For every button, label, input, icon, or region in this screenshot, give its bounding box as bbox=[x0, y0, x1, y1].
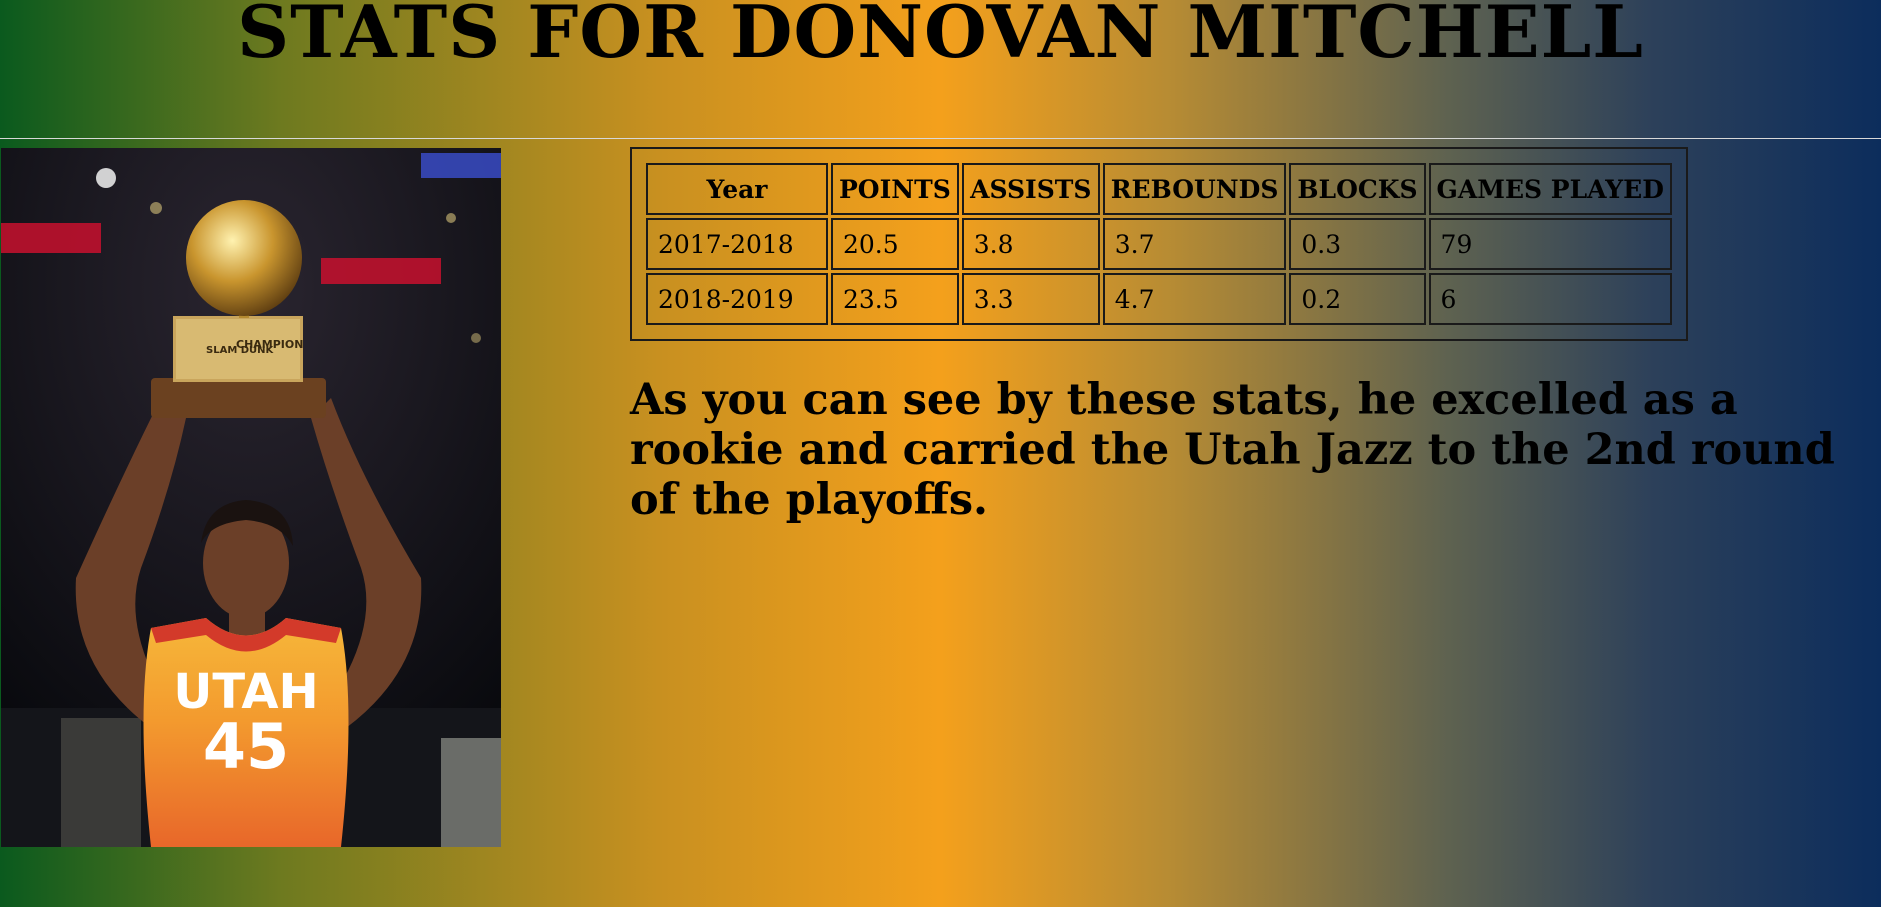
header-assists: ASSISTS bbox=[961, 163, 1100, 215]
header-rebounds: REBOUNDS bbox=[1102, 163, 1287, 215]
cell-year: 2017-2018 bbox=[646, 218, 828, 270]
stats-table-header-row: Year POINTS ASSISTS REBOUNDS BLOCKS GAME… bbox=[646, 163, 1672, 215]
stats-summary-paragraph: As you can see by these stats, he excell… bbox=[630, 375, 1835, 525]
cell-points: 23.5 bbox=[831, 273, 959, 325]
trophy-plaque-label: CHAMPION bbox=[236, 338, 303, 351]
jersey-team-text: UTAH bbox=[173, 664, 318, 720]
table-row: 2018-2019 23.5 3.3 4.7 0.2 6 bbox=[646, 273, 1672, 325]
cell-rebounds: 4.7 bbox=[1102, 273, 1287, 325]
header-points: POINTS bbox=[831, 163, 959, 215]
table-row: 2017-2018 20.5 3.8 3.7 0.3 79 bbox=[646, 218, 1672, 270]
page-title: STATS FOR DONOVAN MITCHELL bbox=[237, 0, 1644, 74]
cell-rebounds: 3.7 bbox=[1102, 218, 1287, 270]
cell-games-played: 79 bbox=[1428, 218, 1672, 270]
cell-assists: 3.8 bbox=[961, 218, 1100, 270]
stats-table: Year POINTS ASSISTS REBOUNDS BLOCKS GAME… bbox=[643, 160, 1675, 328]
header-year: Year bbox=[646, 163, 828, 215]
cell-blocks: 0.3 bbox=[1289, 218, 1426, 270]
player-photo: SLAM DUNK CHAMPION UTAH 45 bbox=[1, 148, 501, 847]
cell-points: 20.5 bbox=[831, 218, 959, 270]
cell-year: 2018-2019 bbox=[646, 273, 828, 325]
trophy-plaque-event: SLAM DUNK bbox=[206, 345, 275, 356]
jersey-number-text: 45 bbox=[203, 710, 289, 783]
cell-assists: 3.3 bbox=[961, 273, 1100, 325]
cell-blocks: 0.2 bbox=[1289, 273, 1426, 325]
cell-games-played: 6 bbox=[1428, 273, 1672, 325]
header-blocks: BLOCKS bbox=[1289, 163, 1426, 215]
stats-table-container: Year POINTS ASSISTS REBOUNDS BLOCKS GAME… bbox=[630, 147, 1688, 341]
header-games-played: GAMES PLAYED bbox=[1428, 163, 1672, 215]
header-divider bbox=[0, 138, 1881, 139]
